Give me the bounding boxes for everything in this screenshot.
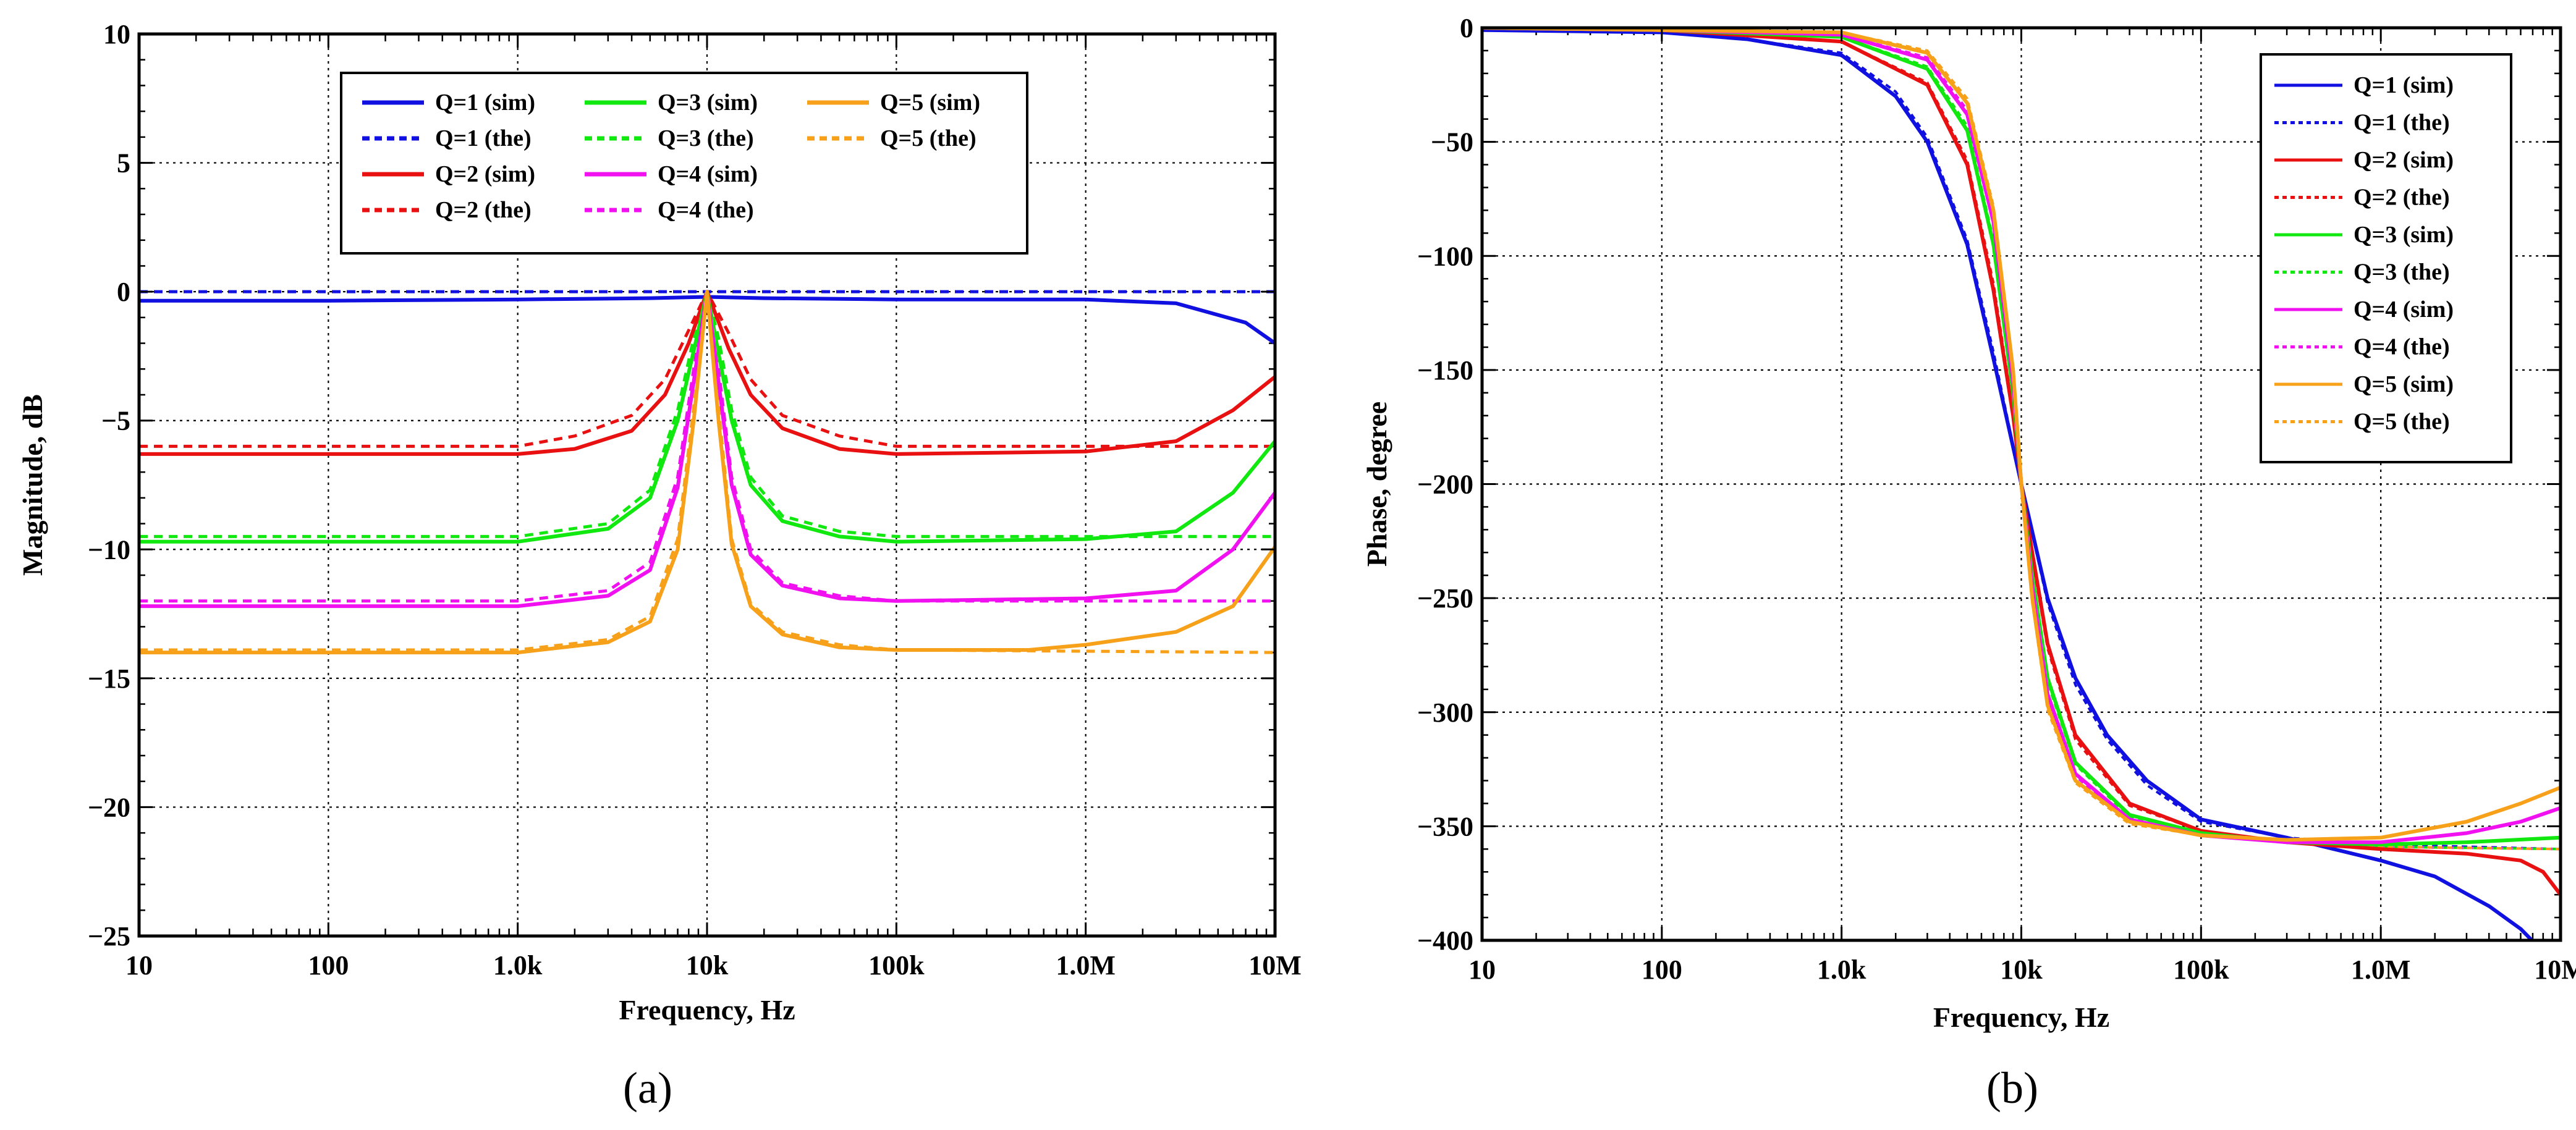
x-tick-label: 1.0k — [1817, 955, 1866, 985]
y-tick-label: 0 — [1460, 13, 1473, 43]
x-tick-label: 1.0k — [493, 950, 543, 980]
series-line-q-4-sim- — [139, 290, 1275, 609]
panel-caption: (a) — [623, 1063, 672, 1113]
legend-entry-label: Q=5 (the) — [2354, 409, 2450, 435]
x-axis: 10 100 1.0k 10k 100k 1.0M 10M — [1468, 28, 2576, 985]
series-line-q-5-sim- — [139, 290, 1275, 655]
y-axis-title: Phase, degree — [1361, 402, 1392, 567]
x-axis: 10 100 1.0k 10k 100k 1.0M 10M — [125, 34, 1302, 980]
legend-entry-label: Q=3 (the) — [658, 125, 754, 151]
y-tick-label: −20 — [88, 792, 130, 822]
legend-entry-label: Q=5 (sim) — [2354, 371, 2454, 397]
series-line-q-1-sim- — [1482, 28, 2535, 940]
y-tick-label: −5 — [101, 406, 130, 436]
legend-entry-label: Q=1 (sim) — [435, 90, 535, 116]
x-tick-label: 100k — [868, 950, 925, 980]
legend-entry-label: Q=2 (sim) — [2354, 147, 2454, 173]
y-tick-label: 10 — [103, 19, 130, 49]
x-tick-label: 100 — [1642, 955, 1682, 985]
series-line-q-2-sim- — [139, 290, 1275, 456]
legend-entry-label: Q=1 (the) — [2354, 110, 2450, 136]
y-tick-label: −400 — [1417, 926, 1473, 956]
y-tick-label: −200 — [1417, 470, 1473, 500]
legend-entry-label: Q=3 (sim) — [2354, 222, 2454, 248]
y-tick-label: −250 — [1417, 583, 1473, 613]
legend-entry-label: Q=2 (sim) — [435, 161, 535, 187]
x-tick-label: 1.0M — [1056, 950, 1116, 980]
series-group — [1482, 28, 2561, 940]
y-axis: 10 5 0 −5 −10 −15 −20 −25 — [88, 19, 1275, 951]
x-axis-title: Frequency, Hz — [619, 994, 795, 1026]
y-tick-label: −350 — [1417, 811, 1473, 841]
x-tick-label: 10k — [2000, 955, 2043, 985]
series-line-q-3-the- — [139, 290, 1275, 538]
y-tick-label: −25 — [88, 921, 130, 951]
x-axis-title: Frequency, Hz — [1933, 1001, 2109, 1033]
series-group — [139, 290, 1275, 655]
x-tick-label: 10M — [2534, 955, 2576, 985]
panel-caption: (b) — [1986, 1063, 2038, 1113]
x-tick-label: 10k — [686, 950, 729, 980]
y-axis: 0 −50 −100 −150 −200 −250 −300 −350 −400 — [1417, 13, 2561, 956]
chart-panel-b: 10 100 1.0k 10k 100k 1.0M 10M 0 −50 −100 −150 −200 −… — [1361, 13, 2576, 1113]
chart-panel-a: 10 100 1.0k 10k 100k 1.0M 10M 10 5 0 −5 −10 −15 −20 −2… — [17, 19, 1302, 1113]
legend-entry-label: Q=1 (the) — [435, 125, 532, 151]
x-tick-label: 1.0M — [2351, 955, 2411, 985]
y-axis-title: Magnitude, dB — [17, 394, 48, 576]
x-tick-label: 100k — [2173, 955, 2229, 985]
legend: Q=1 (sim) Q=1 (the) Q=2 (sim) Q=2 (the) Q=3 … — [340, 72, 1028, 255]
legend-entry-label: Q=3 (sim) — [658, 90, 758, 116]
legend-entry-label: Q=4 (sim) — [658, 161, 758, 187]
legend-entry-label: Q=4 (the) — [2354, 334, 2450, 360]
series-line-q-5-sim- — [1482, 28, 2561, 842]
y-tick-label: 5 — [117, 148, 130, 179]
legend-entry-label: Q=5 (sim) — [880, 90, 980, 116]
legend-entry-label: Q=2 (the) — [435, 197, 532, 223]
y-tick-label: −15 — [88, 664, 130, 694]
x-tick-label: 10 — [125, 950, 153, 980]
legend-entry-label: Q=5 (the) — [880, 125, 977, 151]
legend-entry-label: Q=2 (the) — [2354, 185, 2450, 211]
y-tick-label: 0 — [117, 277, 130, 307]
y-tick-label: −50 — [1431, 127, 1473, 158]
series-line-q-2-sim- — [1482, 28, 2561, 896]
x-tick-label: 10M — [1248, 950, 1302, 980]
series-line-q-1-sim- — [139, 295, 1275, 345]
x-tick-label: 100 — [308, 950, 349, 980]
legend-entry-label: Q=3 (the) — [2354, 259, 2450, 285]
x-tick-label: 10 — [1468, 955, 1496, 985]
series-line-q-3-sim- — [139, 290, 1275, 544]
legend: Q=1 (sim) Q=1 (the) Q=2 (sim) Q=2 (the) Q=3 … — [2260, 53, 2512, 463]
legend-entry-label: Q=4 (the) — [658, 197, 754, 223]
legend-entry-label: Q=1 (sim) — [2354, 72, 2454, 98]
y-tick-label: −300 — [1417, 698, 1473, 728]
y-tick-label: −100 — [1417, 241, 1473, 271]
y-tick-label: −10 — [88, 534, 130, 565]
y-tick-label: −150 — [1417, 355, 1473, 386]
legend-box — [340, 72, 1028, 255]
legend-entry-label: Q=4 (sim) — [2354, 297, 2454, 323]
